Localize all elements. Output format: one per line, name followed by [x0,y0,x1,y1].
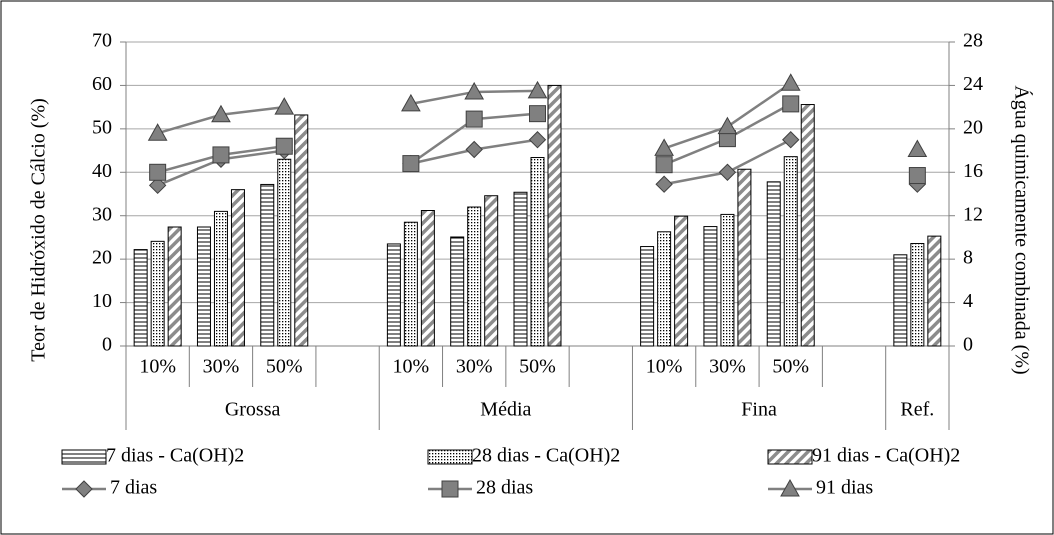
y-tick-label: 30 [92,203,112,225]
marker-triangle [464,81,485,100]
x-tick-label: 50% [266,356,303,378]
marker-square [529,105,546,123]
bar [657,231,672,347]
bar [484,195,499,347]
bar [450,236,465,347]
y-tick-label: 70 [92,30,112,52]
y-tick-label: 10 [92,290,112,312]
y2-tick-label: 16 [963,160,983,182]
bar [513,191,528,347]
bar [230,189,245,347]
bar [420,210,435,347]
x-tick-label: 50% [519,356,556,378]
bar [260,183,275,347]
bar [737,168,752,347]
legend-label: 91 dias - Ca(OH)2 [812,445,960,467]
legend-label: 28 dias - Ca(OH)2 [472,445,620,467]
bar [167,226,182,347]
bar [910,243,925,347]
y2-tick-label: 8 [963,247,973,269]
marker-triangle [274,97,295,115]
bar [703,226,718,347]
marker-triangle [654,138,674,156]
bar [196,226,211,347]
x-tick-label: 50% [772,356,809,378]
marker-square [212,146,230,164]
bar [766,181,781,347]
y-tick-label: 50 [92,116,112,138]
marker-diamond [75,480,93,498]
bar [213,210,228,347]
y2-axis-title: Água quimicamente combinada (%) [1010,85,1033,374]
marker-diamond [465,140,483,159]
marker-diamond [148,176,167,195]
bar [403,221,418,347]
marker-square [402,155,420,173]
marker-triangle [717,116,738,135]
bar [294,114,309,347]
y-axis-title: Teor de Hidróxido de Cálcio (%) [28,98,50,362]
y-tick-label: 20 [92,247,112,269]
legend-label: 7 dias - Ca(OH)2 [106,445,244,467]
x-tick-label: 30% [456,356,493,378]
bar [720,213,735,347]
marker-diamond [718,163,737,181]
marker-triangle [147,123,168,141]
bar [893,254,908,347]
legend-swatch [61,449,107,465]
group-label: Média [480,399,531,421]
marker-square [441,480,459,498]
bar [640,246,655,347]
y2-tick-label: 24 [963,73,983,95]
marker-square [465,110,483,128]
y2-tick-label: 12 [963,203,983,225]
x-tick-label: 10% [139,356,176,378]
y-tick-label: 0 [102,334,112,356]
marker-diamond [655,175,673,193]
group-label: Fina [741,399,777,421]
bar [927,235,942,347]
group-label: Ref. [900,399,934,421]
bar [530,157,545,347]
x-tick-label: 30% [709,356,746,378]
marker-triangle [401,93,421,112]
bar [547,84,562,347]
bar [674,215,689,347]
marker-triangle [907,139,928,157]
x-tick-label: 10% [393,356,430,378]
legend-label: 91 dias [816,477,873,499]
bar [783,156,798,347]
marker-square [908,167,926,185]
y2-tick-label: 20 [963,116,983,138]
y2-tick-label: 0 [963,334,973,356]
y-tick-label: 60 [92,73,112,95]
marker-square [149,163,167,181]
marker-square [655,156,673,174]
y2-tick-label: 4 [963,290,973,312]
legend-label: 28 dias [476,477,533,499]
bar [386,243,401,347]
y-tick-label: 40 [92,160,112,182]
legend-swatch [767,449,813,465]
marker-triangle [780,478,800,497]
marker-triangle [527,80,548,99]
marker-diamond [782,131,800,149]
marker-triangle [211,104,231,123]
bar [150,240,165,347]
marker-square [782,95,800,113]
legend-label: 7 dias [110,477,157,499]
legend-swatch [427,449,473,465]
marker-triangle [780,73,801,91]
bar [800,104,815,347]
bar [467,206,482,347]
bar [133,249,148,347]
marker-diamond [528,131,547,149]
bar [277,158,292,347]
y2-tick-label: 28 [963,30,983,52]
x-tick-label: 10% [646,356,683,378]
x-tick-label: 30% [203,356,240,378]
group-label: Grossa [225,399,281,421]
marker-square [275,137,293,155]
